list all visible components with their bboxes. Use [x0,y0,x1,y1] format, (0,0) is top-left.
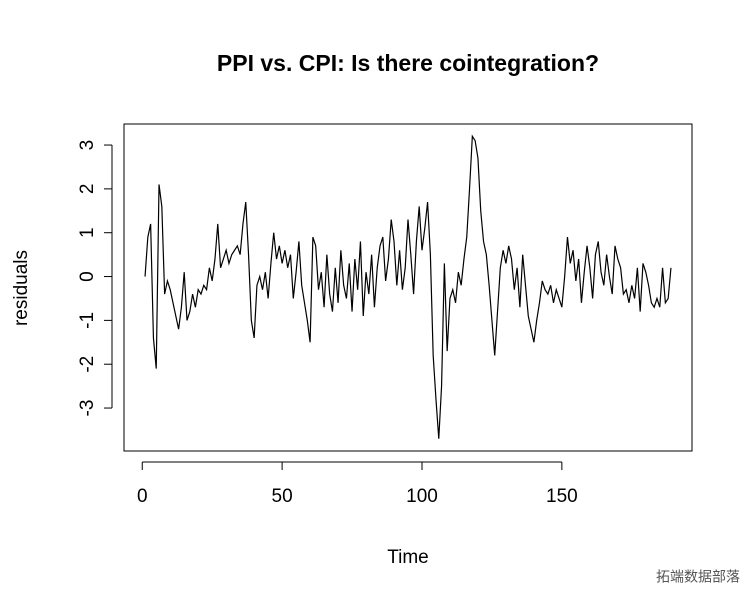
line-series [144,134,672,439]
y-tick-label: 1 [77,227,98,238]
y-tick-label: 3 [77,140,98,151]
y-tick-label: 0 [77,271,98,282]
y-tick-label: -3 [77,400,98,417]
x-tick-label: 50 [272,486,293,507]
plot-box [123,123,693,452]
x-tick-label: 150 [546,486,578,507]
x-tick-label: 0 [137,486,148,507]
x-axis-label: Time [387,547,429,568]
y-tick-label: -2 [77,356,98,373]
y-axis-label: residuals [11,250,32,326]
y-tick-label: 2 [77,184,98,195]
chart-title: PPI vs. CPI: Is there cointegration? [217,50,599,76]
y-tick-label: -1 [77,312,98,329]
x-tick-label: 100 [406,486,438,507]
watermark: 拓端数据部落 [656,569,740,585]
